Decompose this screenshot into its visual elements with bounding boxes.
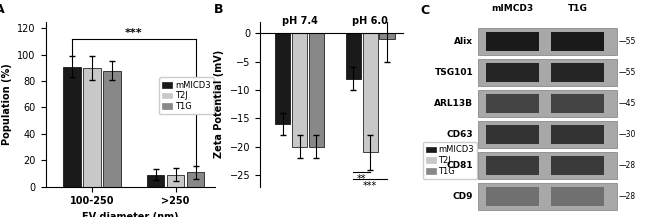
Bar <box>363 33 378 153</box>
Text: Alix: Alix <box>454 37 473 46</box>
Text: CD81: CD81 <box>447 161 473 170</box>
Bar <box>380 33 395 39</box>
Legend: mMICD3, T2J, T1G: mMICD3, T2J, T1G <box>422 142 478 179</box>
Bar <box>292 33 307 147</box>
Bar <box>187 172 205 187</box>
Legend: mMICD3, T2J, T1G: mMICD3, T2J, T1G <box>159 77 214 114</box>
Text: —45: —45 <box>619 99 636 108</box>
Bar <box>478 183 617 210</box>
Bar <box>486 63 539 82</box>
Bar <box>346 33 361 79</box>
Bar <box>486 156 539 175</box>
Text: B: B <box>214 3 224 16</box>
Bar <box>309 33 324 147</box>
Bar <box>486 187 539 206</box>
Bar <box>551 125 604 144</box>
Bar <box>551 63 604 82</box>
Text: A: A <box>0 3 5 16</box>
Text: —28: —28 <box>619 161 636 170</box>
Text: —55: —55 <box>619 68 636 77</box>
Bar <box>551 156 604 175</box>
X-axis label: EV diameter (nm): EV diameter (nm) <box>82 212 178 217</box>
Bar <box>551 187 604 206</box>
Text: T1G: T1G <box>568 4 588 13</box>
Text: TSG101: TSG101 <box>434 68 473 77</box>
Text: ***: *** <box>363 181 377 191</box>
Text: ARL13B: ARL13B <box>434 99 473 108</box>
Text: —55: —55 <box>619 37 636 46</box>
Bar <box>147 175 164 187</box>
Bar <box>478 90 617 117</box>
Bar <box>486 94 539 113</box>
Bar <box>486 125 539 144</box>
Bar <box>63 67 81 187</box>
Bar <box>486 32 539 51</box>
Text: ***: *** <box>125 28 143 38</box>
Bar <box>478 152 617 179</box>
Text: CD63: CD63 <box>447 130 473 139</box>
Bar <box>166 175 185 187</box>
Y-axis label: Population (%): Population (%) <box>2 63 12 145</box>
Text: pH 7.4: pH 7.4 <box>281 16 317 26</box>
Bar <box>478 28 617 55</box>
Text: CD9: CD9 <box>452 192 473 201</box>
Bar <box>478 121 617 148</box>
Text: mIMCD3: mIMCD3 <box>491 4 534 13</box>
Y-axis label: Zeta Potential (mV): Zeta Potential (mV) <box>214 50 224 158</box>
Bar <box>83 68 101 187</box>
Bar <box>103 71 121 187</box>
Text: C: C <box>420 4 429 17</box>
Text: —30: —30 <box>619 130 636 139</box>
Bar <box>551 94 604 113</box>
Text: pH 6.0: pH 6.0 <box>352 16 388 26</box>
Text: —28: —28 <box>619 192 636 201</box>
Bar <box>275 33 290 124</box>
Text: **: ** <box>357 174 367 184</box>
Bar <box>478 59 617 86</box>
Bar <box>551 32 604 51</box>
